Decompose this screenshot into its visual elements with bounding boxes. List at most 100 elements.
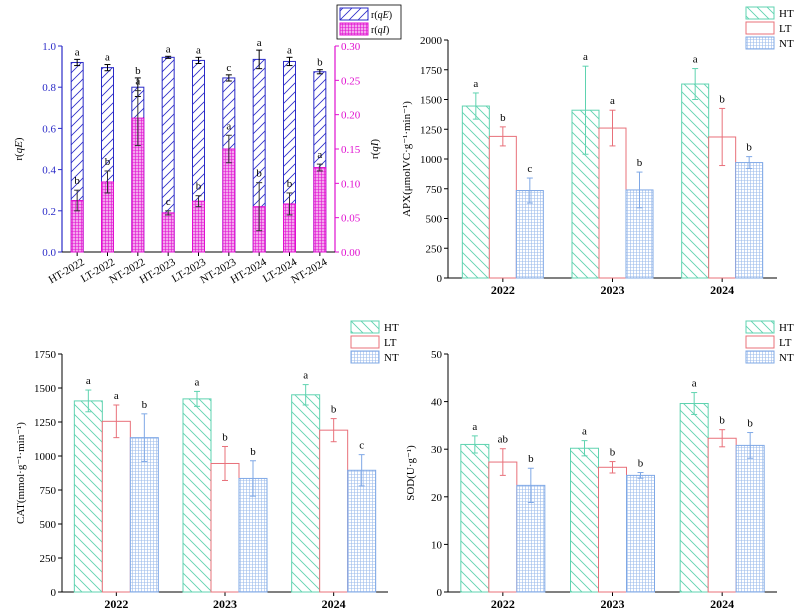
significance-label: b bbox=[256, 168, 262, 180]
label-part: r( bbox=[13, 153, 25, 161]
left-y-tick-label: 0.4 bbox=[42, 165, 56, 177]
left-y-tick-label: 0.8 bbox=[42, 82, 56, 94]
bar-nt bbox=[347, 469, 377, 593]
y-tick-label: 500 bbox=[40, 519, 57, 531]
significance-label: b bbox=[196, 181, 202, 193]
significance-label: c bbox=[226, 62, 231, 74]
legend-label: HT bbox=[779, 322, 794, 334]
bar-nt bbox=[515, 190, 544, 279]
significance-label: b bbox=[747, 418, 753, 430]
significance-label: b bbox=[746, 142, 752, 154]
bar-lt bbox=[101, 420, 131, 593]
significance-label: b bbox=[250, 446, 256, 458]
y-tick-label: 250 bbox=[40, 553, 57, 565]
x-tick-label: 2024 bbox=[710, 597, 734, 611]
label-part: ) bbox=[369, 139, 381, 143]
x-tick-label: 2023 bbox=[601, 597, 625, 611]
y-tick-label: 2000 bbox=[420, 35, 443, 47]
significance-label: a bbox=[114, 390, 119, 402]
right-y-tick-label: 0.25 bbox=[341, 75, 361, 87]
x-tick-label: 2022 bbox=[491, 283, 515, 297]
y-tick-label: 1750 bbox=[34, 349, 57, 361]
bar-lt bbox=[488, 461, 518, 593]
label-part: ) bbox=[13, 137, 25, 141]
significance-label: b bbox=[222, 431, 228, 443]
significance-label: b bbox=[142, 399, 148, 411]
y-tick-label: 1750 bbox=[420, 65, 443, 77]
y-tick-label: 750 bbox=[426, 184, 443, 196]
significance-label: b bbox=[528, 453, 534, 465]
bar-lt bbox=[598, 127, 627, 279]
y-tick-label: 0 bbox=[437, 587, 443, 599]
legend-label: r(qI) bbox=[371, 25, 389, 36]
legend-swatch-lt bbox=[745, 335, 775, 349]
significance-label: a bbox=[226, 120, 231, 132]
bar-ht bbox=[681, 83, 710, 279]
bar-nt bbox=[626, 474, 655, 593]
legend-swatch-lt bbox=[745, 21, 775, 35]
y-tick-label: 250 bbox=[426, 243, 443, 255]
bar-ht bbox=[182, 398, 212, 593]
x-tick-label: 2022 bbox=[104, 597, 128, 611]
significance-label: b bbox=[287, 178, 293, 190]
significance-label: b bbox=[637, 157, 643, 169]
right-y-tick-label: 0.05 bbox=[341, 213, 361, 225]
label-part: ) bbox=[386, 25, 389, 36]
y-tick-label: 30 bbox=[431, 444, 443, 456]
left-y-tick-label: 0.2 bbox=[42, 206, 56, 218]
legend-swatch-nt bbox=[350, 350, 380, 364]
significance-label: c bbox=[527, 163, 532, 175]
legend-label: HT bbox=[779, 8, 794, 20]
significance-label: b bbox=[74, 175, 80, 187]
bar-rqi bbox=[161, 212, 175, 253]
bar-nt bbox=[516, 484, 546, 593]
significance-label: a bbox=[257, 37, 262, 49]
left-y-tick-label: 1.0 bbox=[42, 41, 56, 53]
y-axis-label: SOD(U·g⁻¹) bbox=[405, 445, 417, 501]
y-tick-label: 0 bbox=[51, 587, 57, 599]
significance-label: b bbox=[719, 93, 725, 105]
significance-label: b bbox=[500, 112, 506, 124]
left-y-tick-label: 0.0 bbox=[42, 247, 56, 259]
significance-label: a bbox=[196, 44, 201, 56]
legend-swatch-ht bbox=[745, 6, 775, 20]
chart-panel-2: 0 250 500 750 1000 1250 1500 1750 CAT(mmol·g⁻¹·m… bbox=[15, 320, 399, 611]
label-part: r( bbox=[369, 151, 381, 159]
legend-label: NT bbox=[384, 352, 399, 364]
significance-label: a bbox=[105, 52, 110, 64]
y-tick-label: 50 bbox=[431, 349, 443, 361]
legend-swatch-nt bbox=[745, 36, 775, 50]
label-part: r( bbox=[371, 10, 378, 21]
significance-label: c bbox=[166, 196, 171, 208]
y-tick-label: 1250 bbox=[34, 417, 57, 429]
label-part: ) bbox=[389, 10, 392, 21]
y-tick-label: 0 bbox=[437, 273, 443, 285]
x-tick-label: 2023 bbox=[601, 283, 625, 297]
y-tick-label: 500 bbox=[426, 214, 443, 226]
significance-label: b bbox=[105, 156, 111, 168]
y-axis-label: CAT(mmol·g⁻¹·min⁻¹) bbox=[15, 422, 27, 524]
significance-label: a bbox=[195, 376, 200, 388]
bar-ht bbox=[73, 400, 103, 593]
significance-label: a bbox=[582, 426, 587, 438]
label-part: qI bbox=[369, 141, 381, 152]
significance-label: b bbox=[317, 57, 323, 69]
chart-panel-3: 01020304050SOD(U·g⁻¹)2022aabb2023abb2024… bbox=[405, 320, 794, 611]
y-tick-label: 20 bbox=[431, 492, 443, 504]
right-y-tick-label: 0.15 bbox=[341, 144, 361, 156]
legend-label: r(qE) bbox=[371, 10, 392, 21]
legend-label: NT bbox=[779, 38, 794, 50]
right-y-tick-label: 0.10 bbox=[341, 178, 361, 190]
y-tick-label: 10 bbox=[431, 539, 443, 551]
bar-rqi bbox=[192, 200, 205, 253]
x-tick-label: 2023 bbox=[213, 597, 237, 611]
legend-label: HT bbox=[384, 322, 399, 334]
bar-lt bbox=[598, 466, 627, 593]
legend-swatch-rqe bbox=[339, 7, 369, 21]
right-y-axis-label: r(qI) bbox=[369, 139, 381, 160]
bar-ht bbox=[570, 447, 599, 593]
legend-label: LT bbox=[384, 337, 397, 349]
significance-label: a bbox=[303, 370, 308, 382]
significance-label: a bbox=[472, 421, 477, 433]
